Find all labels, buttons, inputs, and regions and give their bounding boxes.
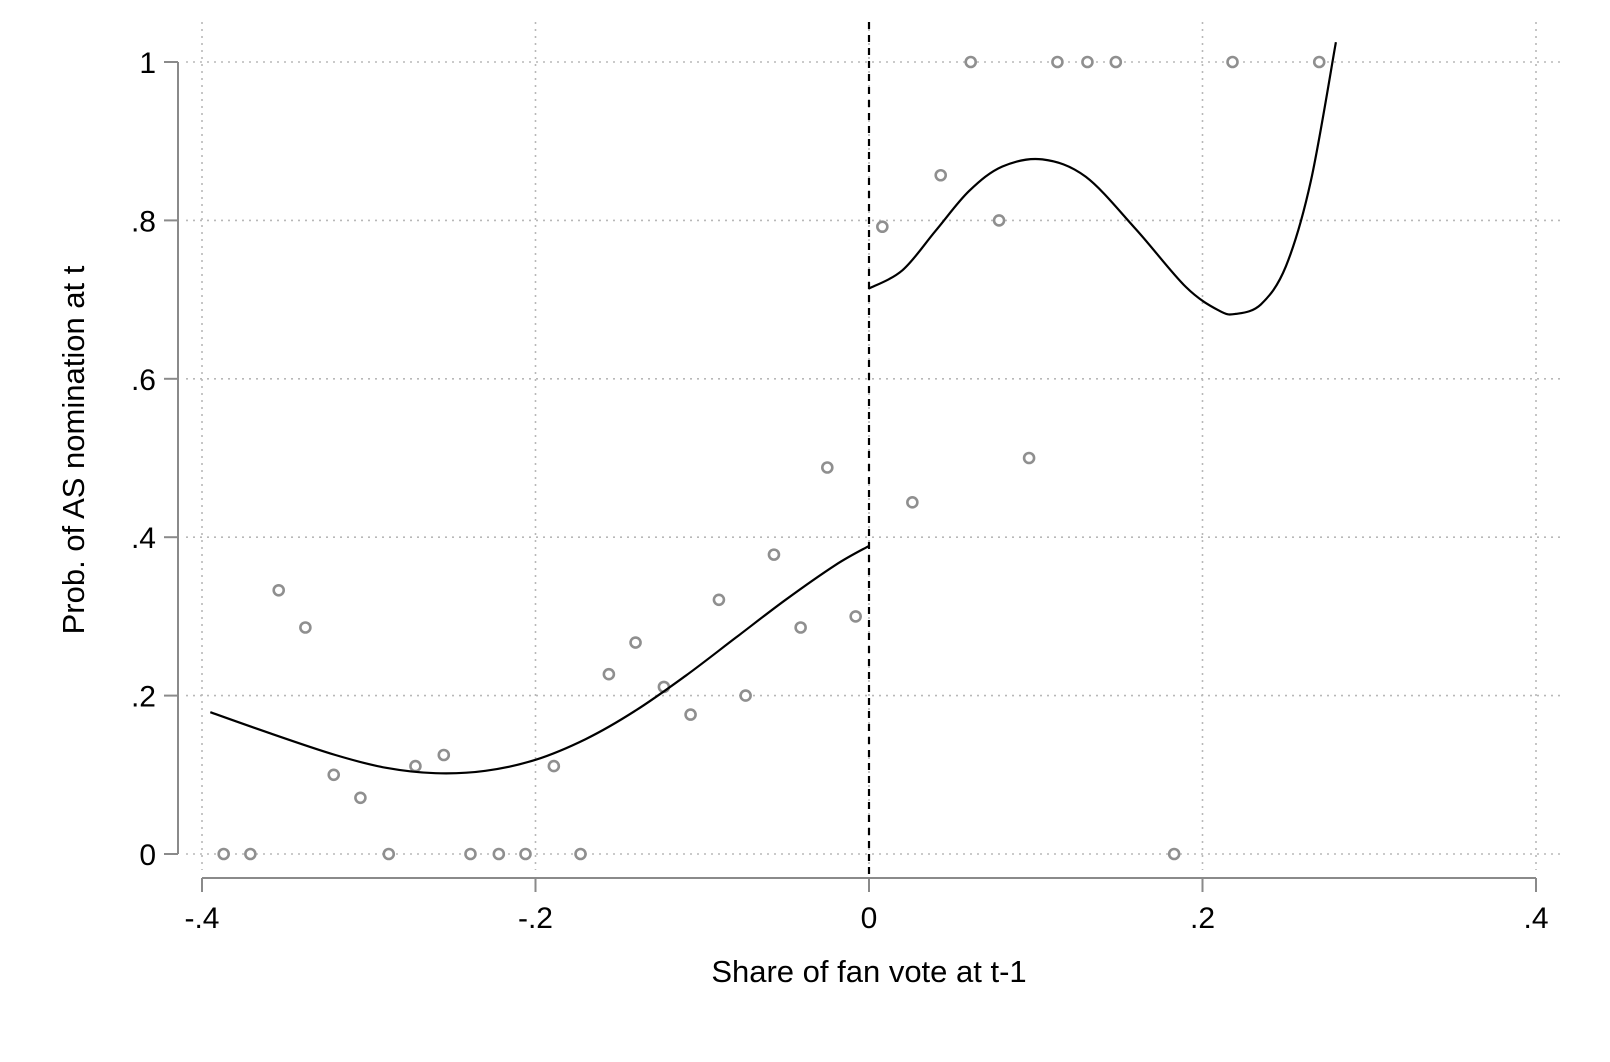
- scatter-point-17: [684, 708, 697, 721]
- y-tick-label-1: .2: [131, 681, 156, 714]
- scatter-point-33: [1167, 847, 1181, 861]
- x-axis-title: Share of fan vote at t-1: [711, 954, 1026, 989]
- axes: 0 .2 .4 .6 .8 1 -.4 -.2 0 .2 .4: [131, 47, 1549, 935]
- scatter-point-31: [1081, 55, 1094, 69]
- scatter-point-10: [492, 847, 506, 861]
- scatter-point-15: [629, 636, 642, 649]
- y-tick-label-5: 1: [139, 47, 156, 80]
- y-axis-title: Prob. of AS nomination at t: [56, 265, 91, 634]
- scatter-point-14: [602, 667, 616, 681]
- x-tick-label-0: -.4: [184, 902, 219, 935]
- x-tick-label-4: .4: [1523, 902, 1548, 935]
- y-tick-label-2: .4: [131, 522, 156, 555]
- y-tick-label-0: 0: [139, 839, 156, 872]
- x-tick-label-2: 0: [861, 902, 878, 935]
- scatter-point-20: [767, 548, 781, 561]
- scatter-point-28: [992, 214, 1006, 227]
- gridlines: [186, 22, 1560, 870]
- fit-line-left: [209, 544, 870, 775]
- scatter-point-1: [244, 847, 257, 861]
- scatter-point-5: [354, 791, 367, 805]
- scatter-point-3: [299, 621, 312, 634]
- scatter-point-30: [1051, 55, 1064, 69]
- scatter-point-13: [574, 847, 587, 861]
- scatter-point-18: [712, 593, 726, 607]
- y-tick-label-3: .6: [131, 364, 156, 397]
- scatter-point-25: [906, 496, 919, 509]
- scatter-point-4: [327, 768, 341, 782]
- scatter-point-7: [409, 759, 422, 773]
- fit-lines: [209, 42, 1337, 775]
- y-tick-label-4: .8: [131, 205, 156, 238]
- scatter-point-9: [464, 847, 477, 861]
- scatter-point-24: [876, 220, 889, 234]
- scatter-point-29: [1022, 451, 1036, 465]
- scatter-point-6: [382, 847, 396, 861]
- scatter-point-2: [272, 583, 286, 597]
- scatter-point-22: [821, 461, 834, 474]
- scatter-points: [217, 55, 1326, 861]
- scatter-point-12: [547, 759, 561, 773]
- x-tick-label-3: .2: [1190, 902, 1215, 935]
- scatter-point-19: [739, 689, 752, 702]
- scatter-point-8: [437, 748, 451, 762]
- fit-line-right: [868, 42, 1337, 316]
- scatter-point-23: [849, 610, 862, 623]
- scatter-point-26: [934, 168, 948, 182]
- scatter-point-34: [1226, 55, 1239, 69]
- scatter-point-35: [1312, 55, 1326, 69]
- x-tick-label-1: -.2: [518, 902, 553, 935]
- scatter-point-27: [964, 55, 978, 69]
- scatter-point-21: [794, 621, 807, 634]
- scatter-point-32: [1109, 55, 1123, 69]
- scatter-point-0: [217, 847, 230, 861]
- scatter-point-11: [519, 847, 532, 861]
